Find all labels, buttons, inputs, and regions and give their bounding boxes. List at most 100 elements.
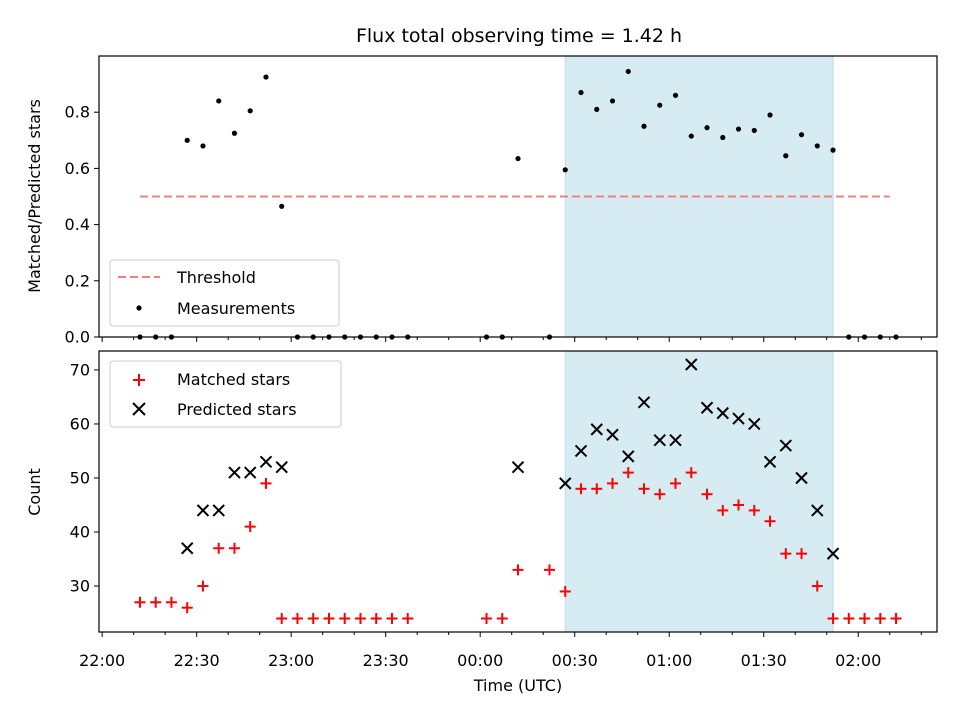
ratio-y-tick-label: 0.0 [65,328,90,347]
ratio-y-axis-label: Matched/Predicted stars [25,99,44,293]
x-axis-label: Time (UTC) [473,676,562,695]
count-y-ticks: 30 40 50 60 70 [70,360,99,596]
predicted-star-point [574,444,588,458]
measurement-point [830,147,836,153]
count-points [134,358,902,624]
predicted-star-point [196,504,210,517]
predicted-star-point [779,439,792,452]
measurement-point [578,89,584,96]
predicted-star-point [275,460,288,474]
measurement-point [657,102,663,108]
matched-star-point [575,483,587,495]
predicted-marker-b [212,504,225,517]
matched-star-point [496,612,508,624]
matched-star-point [276,612,288,624]
predicted-marker-b [511,460,525,474]
matched-star-point [480,612,492,624]
predicted-star-point [622,450,635,463]
predicted-marker-b [196,504,210,517]
predicted-star-point [716,406,729,420]
predicted-star-point [669,433,682,447]
predicted-star-point [653,433,666,447]
measurement-point [231,130,238,136]
measurement-point [609,98,616,104]
matched-star-point [512,564,524,576]
count-legend-box [109,360,342,428]
predicted-marker-b [669,433,682,447]
legend-measurement-swatch [136,305,142,311]
measurement-point [735,126,742,132]
count-x-tick-label: 23:00 [268,651,314,670]
predicted-star-point [590,423,603,436]
measurement-point [200,143,206,149]
matched-star-point [796,548,808,560]
ratio-y-tick-label: 0.8 [65,103,90,122]
predicted-marker-b [606,428,619,441]
matched-star-point [733,499,745,511]
matched-star-point [197,580,209,592]
count-y-tick-label: 50 [70,468,90,487]
measurement-point [184,137,190,143]
matched-star-point [874,612,886,624]
measurement-point [279,203,285,209]
matched-star-point [764,515,776,527]
matched-star-point [701,488,713,500]
count-x-tick-label: 01:00 [646,651,692,670]
predicted-marker-b [622,450,635,463]
predicted-star-point [732,412,745,425]
measurement-point [751,127,757,134]
ratio-axes-frame [98,55,938,338]
matched-star-point [890,612,902,624]
count-panel: 30 40 50 60 70 22:00 22:30 23:00 23:30 00:00 00:3… [25,350,938,695]
predicted-star-point [763,455,777,468]
predicted-marker-b [811,504,824,517]
matched-star-point [228,542,240,554]
matched-star-point [134,596,146,608]
matched-star-point [654,488,666,500]
predicted-marker-b [244,466,257,479]
ratio-legend: Threshold Measurements [109,259,340,327]
matched-star-point [559,585,571,597]
matched-star-point [260,477,272,489]
matched-star-point [811,580,823,592]
count-x-ticks: 22:00 22:30 23:00 23:30 00:00 00:30 01:00 01:30… [79,632,922,670]
matched-star-point [165,596,177,608]
count-x-tick-label: 01:30 [741,651,787,670]
measurement-point [798,132,805,138]
predicted-star-point [244,466,257,479]
matched-star-point [827,612,839,624]
matched-star-point [843,612,855,624]
predicted-marker-b [716,406,729,420]
predicted-marker-b [637,396,651,409]
predicted-marker-b [559,477,572,490]
legend-predicted-label: Predicted stars [177,400,297,419]
measurement-point [263,74,269,80]
predicted-marker-b [259,455,273,468]
measurement-point [720,134,726,141]
predicted-star-point [826,547,840,560]
count-y-tick-label: 70 [70,360,90,379]
matched-star-point [685,467,697,479]
measurement-point [216,98,222,104]
measurement-point [783,153,789,159]
count-y-axis-label: Count [25,468,44,516]
measurement-point [594,106,600,112]
count-y-tick-label: 60 [70,414,90,433]
predicted-marker-b [779,439,792,452]
count-y-tick-label: 40 [70,523,90,542]
predicted-star-point [700,401,714,414]
count-axes-frame [98,350,938,633]
predicted-star-point [228,466,241,479]
predicted-marker-b [181,542,194,555]
count-x-tick-label: 22:30 [174,651,220,670]
chart-title: Flux total observing time = 1.42 h [356,25,682,47]
matched-star-point [213,542,225,554]
measurement-point [247,108,253,114]
matched-star-point [181,602,193,614]
count-legend: Matched stars Predicted stars [109,360,342,428]
measurement-points [137,68,899,340]
measurement-point [704,125,710,131]
predicted-marker-b [748,417,761,431]
matched-star-point [859,612,871,624]
measurement-point [515,155,521,162]
